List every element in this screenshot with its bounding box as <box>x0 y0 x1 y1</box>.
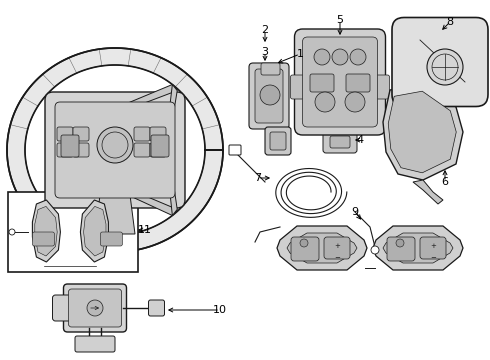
FancyBboxPatch shape <box>45 92 185 208</box>
Polygon shape <box>277 226 367 270</box>
Polygon shape <box>7 48 223 252</box>
FancyBboxPatch shape <box>75 336 115 352</box>
FancyBboxPatch shape <box>55 102 175 198</box>
FancyBboxPatch shape <box>261 63 280 75</box>
FancyBboxPatch shape <box>392 18 488 107</box>
FancyBboxPatch shape <box>134 143 150 157</box>
FancyBboxPatch shape <box>64 284 126 332</box>
Text: 6: 6 <box>441 177 448 187</box>
Polygon shape <box>32 200 60 262</box>
Text: 3: 3 <box>262 47 269 57</box>
FancyBboxPatch shape <box>73 143 89 157</box>
Circle shape <box>345 92 365 112</box>
FancyBboxPatch shape <box>8 192 138 272</box>
Circle shape <box>371 246 379 254</box>
Circle shape <box>260 85 280 105</box>
Circle shape <box>396 239 404 247</box>
Circle shape <box>350 49 366 65</box>
FancyBboxPatch shape <box>69 289 122 327</box>
Circle shape <box>332 49 348 65</box>
FancyBboxPatch shape <box>249 63 289 129</box>
FancyBboxPatch shape <box>57 127 73 141</box>
Polygon shape <box>413 180 443 204</box>
Polygon shape <box>388 91 456 173</box>
Polygon shape <box>383 233 453 263</box>
Text: 1: 1 <box>296 49 303 59</box>
FancyBboxPatch shape <box>52 295 73 321</box>
Text: 9: 9 <box>351 207 359 217</box>
Polygon shape <box>167 160 177 216</box>
Polygon shape <box>95 195 135 234</box>
FancyBboxPatch shape <box>151 135 169 157</box>
Circle shape <box>97 127 133 163</box>
Polygon shape <box>60 85 177 135</box>
FancyBboxPatch shape <box>373 75 390 99</box>
Polygon shape <box>35 206 57 256</box>
FancyBboxPatch shape <box>150 143 166 157</box>
FancyBboxPatch shape <box>229 145 241 155</box>
Polygon shape <box>287 233 357 263</box>
FancyBboxPatch shape <box>100 232 122 246</box>
FancyBboxPatch shape <box>310 74 334 92</box>
FancyBboxPatch shape <box>270 132 286 150</box>
Polygon shape <box>84 206 106 256</box>
FancyBboxPatch shape <box>420 237 446 259</box>
FancyBboxPatch shape <box>134 127 150 141</box>
Text: 7: 7 <box>254 173 262 183</box>
FancyBboxPatch shape <box>150 127 166 141</box>
FancyBboxPatch shape <box>294 29 386 135</box>
FancyBboxPatch shape <box>324 237 350 259</box>
FancyBboxPatch shape <box>73 127 89 141</box>
Text: 10: 10 <box>213 305 227 315</box>
Circle shape <box>427 49 463 85</box>
Polygon shape <box>373 226 463 270</box>
Text: +: + <box>334 243 340 249</box>
FancyBboxPatch shape <box>255 69 283 123</box>
Polygon shape <box>167 85 177 135</box>
Polygon shape <box>383 84 463 180</box>
Circle shape <box>315 92 335 112</box>
FancyBboxPatch shape <box>291 75 307 99</box>
Text: 4: 4 <box>356 135 364 145</box>
Circle shape <box>9 229 15 235</box>
Circle shape <box>300 239 308 247</box>
Polygon shape <box>80 200 108 262</box>
FancyBboxPatch shape <box>61 135 79 157</box>
FancyBboxPatch shape <box>32 232 54 246</box>
FancyBboxPatch shape <box>57 143 73 157</box>
Text: 11: 11 <box>138 225 152 235</box>
Text: 8: 8 <box>446 17 454 27</box>
FancyBboxPatch shape <box>302 37 377 127</box>
FancyBboxPatch shape <box>330 136 350 148</box>
FancyBboxPatch shape <box>323 131 357 153</box>
FancyBboxPatch shape <box>265 127 291 155</box>
Text: −: − <box>430 255 436 261</box>
Polygon shape <box>60 160 177 216</box>
Text: 2: 2 <box>262 25 269 35</box>
Circle shape <box>87 300 103 316</box>
FancyBboxPatch shape <box>346 74 370 92</box>
Text: +: + <box>430 243 436 249</box>
FancyBboxPatch shape <box>387 237 415 261</box>
Text: 5: 5 <box>337 15 343 25</box>
FancyBboxPatch shape <box>148 300 165 316</box>
Circle shape <box>314 49 330 65</box>
FancyBboxPatch shape <box>291 237 319 261</box>
Text: −: − <box>334 255 340 261</box>
